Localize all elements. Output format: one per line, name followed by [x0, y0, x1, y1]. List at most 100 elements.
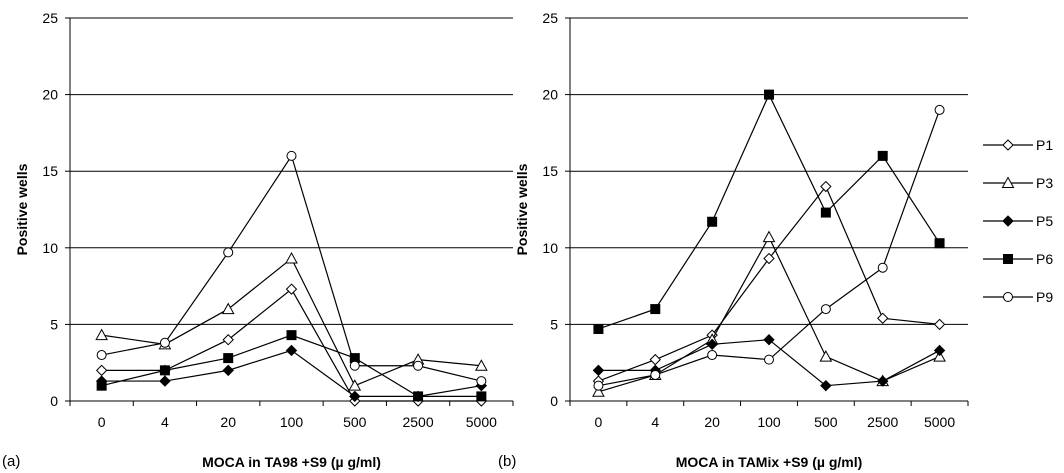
- data-point-p3: [819, 350, 833, 362]
- legend-marker: [1001, 176, 1015, 188]
- legend-label: P1: [1036, 137, 1053, 153]
- x-tick-label: 100: [757, 414, 781, 430]
- data-point-p9: [593, 380, 604, 391]
- data-point-p9: [707, 350, 718, 361]
- data-point-p6: [877, 150, 888, 161]
- data-point-p3: [348, 379, 362, 391]
- data-point-p3: [762, 230, 776, 243]
- y-tick-label: 20: [542, 87, 558, 103]
- x-axis-title: MOCA in TA98 +S9 (µ g/ml): [202, 454, 381, 470]
- x-tick-label: 4: [651, 414, 659, 430]
- data-point-p6: [413, 391, 424, 402]
- data-point-p1: [820, 180, 832, 193]
- panel-label: (a): [2, 453, 20, 470]
- data-point-p9: [413, 360, 424, 371]
- data-point-p9: [159, 337, 170, 348]
- legend-marker: [1002, 139, 1014, 151]
- data-point-p1: [933, 318, 946, 331]
- data-point-p9: [877, 262, 888, 273]
- x-tick-label: 4: [161, 414, 169, 430]
- series-line-p5: [101, 349, 482, 398]
- data-point-p9: [650, 369, 661, 380]
- data-point-p1: [95, 364, 108, 377]
- series-line-p6: [598, 93, 941, 330]
- data-point-p6: [707, 216, 718, 227]
- legend-label: P6: [1036, 251, 1053, 267]
- y-tick-label: 5: [50, 316, 58, 332]
- y-axis-title: Positive wells: [514, 163, 530, 255]
- data-point-p9: [934, 104, 945, 115]
- x-tick-label: 20: [220, 414, 236, 430]
- data-point-p5: [706, 338, 718, 351]
- data-point-p9: [764, 354, 774, 365]
- x-tick-label: 20: [704, 414, 720, 430]
- data-point-p5: [933, 344, 946, 357]
- data-point-p5: [159, 375, 171, 387]
- data-point-p1: [222, 334, 234, 346]
- data-point-p9: [820, 304, 831, 315]
- data-point-p9: [349, 360, 360, 371]
- y-tick-label: 25: [42, 10, 58, 26]
- legend-label: P5: [1036, 213, 1053, 229]
- data-point-p5: [222, 364, 234, 377]
- data-point-p6: [934, 238, 945, 249]
- data-point-p5: [877, 375, 889, 387]
- legend-marker: [1002, 215, 1014, 227]
- data-point-p6: [820, 207, 831, 218]
- legend-label: P3: [1036, 175, 1053, 191]
- y-tick-label: 0: [550, 393, 558, 409]
- x-tick-label: 500: [814, 414, 838, 430]
- y-tick-label: 20: [42, 87, 58, 103]
- data-point-p1: [285, 283, 298, 295]
- x-axis-title: MOCA in TAMix +S9 (µ g/ml): [676, 454, 863, 470]
- y-tick-label: 15: [42, 163, 58, 179]
- data-point-p1: [877, 312, 889, 324]
- data-point-p5: [820, 379, 832, 392]
- x-tick-label: 0: [98, 414, 106, 430]
- data-point-p3: [592, 385, 605, 397]
- data-point-p5: [763, 334, 775, 346]
- x-tick-label: 100: [280, 414, 304, 430]
- panel-b: 0 5 10 15 20 25 0 4 20 100 500 2500 5000 MOCA in TAMi…: [498, 10, 969, 470]
- data-point-p3: [95, 328, 108, 341]
- data-point-p1: [649, 353, 661, 366]
- data-point-p6: [159, 365, 170, 376]
- data-point-p6: [286, 330, 297, 341]
- data-point-p6: [223, 353, 234, 364]
- y-axis-title: Positive wells: [14, 163, 30, 255]
- data-point-p3: [475, 359, 488, 371]
- data-point-p9: [286, 150, 297, 161]
- data-point-p3: [285, 251, 298, 264]
- data-point-p6: [764, 89, 774, 100]
- data-point-p5: [349, 390, 361, 403]
- data-point-p9: [223, 247, 234, 258]
- data-point-p3: [221, 302, 235, 315]
- legend-marker: [1003, 254, 1013, 264]
- series-line-p3: [101, 257, 482, 387]
- y-tick-label: 5: [550, 316, 558, 332]
- x-tick-label: 5000: [466, 414, 497, 430]
- legend-marker: [1003, 292, 1013, 302]
- x-tick-label: 5000: [924, 414, 955, 430]
- data-point-p6: [96, 380, 107, 391]
- y-tick-label: 10: [42, 240, 58, 256]
- data-point-p6: [593, 323, 604, 334]
- x-tick-label: 500: [343, 414, 367, 430]
- data-point-p6: [650, 304, 661, 315]
- x-tick-label: 2500: [867, 414, 898, 430]
- data-point-p9: [96, 350, 107, 361]
- y-tick-label: 15: [542, 163, 558, 179]
- legend-label: P9: [1036, 289, 1053, 305]
- legend: P1 P3 P5 P6 P9: [983, 137, 1053, 305]
- data-point-p9: [476, 376, 487, 387]
- data-point-p6: [476, 391, 487, 402]
- panel-label: (b): [498, 453, 516, 470]
- panel-a: 0 5 10 15 20 25 0 4 20 100 500 2500 5000 MOCA in TA98…: [2, 10, 514, 470]
- x-tick-label: 0: [595, 414, 603, 430]
- series-line-p1: [598, 185, 940, 382]
- y-tick-label: 25: [542, 10, 558, 26]
- data-point-p5: [592, 364, 605, 377]
- data-point-p5: [285, 344, 298, 357]
- x-tick-label: 2500: [402, 414, 433, 430]
